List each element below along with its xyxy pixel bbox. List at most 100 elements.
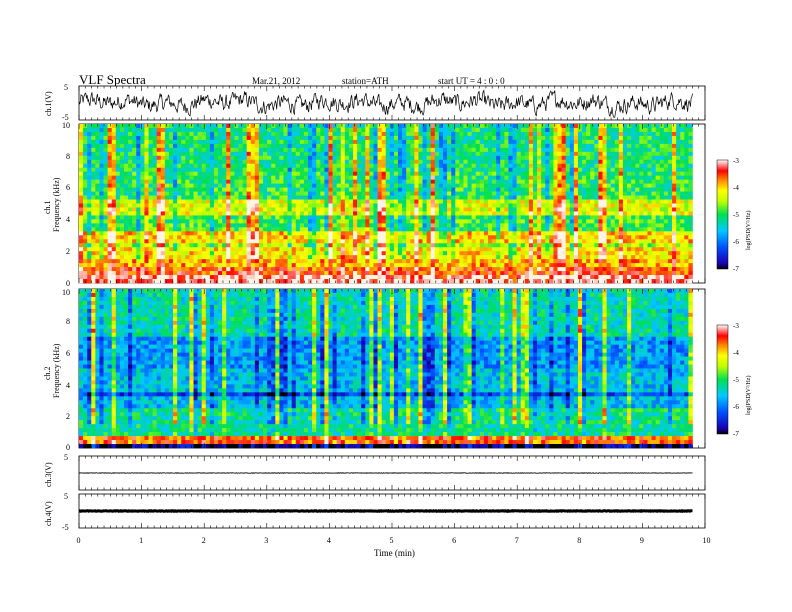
spec1-cell (128, 183, 133, 188)
spec1-cell (594, 219, 599, 224)
spec1-cell (447, 187, 452, 192)
spec1-cell (479, 163, 485, 169)
spec1-cell (524, 155, 530, 161)
spec1-cell (516, 124, 522, 129)
spec1-cell (463, 127, 468, 133)
spec1-cell (328, 231, 333, 236)
spec1-cell (389, 155, 395, 161)
spec1-cell (250, 151, 256, 157)
spec1-cell (140, 147, 145, 153)
spec1-cell (238, 219, 243, 224)
spec1-cell (688, 207, 693, 212)
spec1-cell (434, 175, 440, 180)
spec1-cell (598, 235, 603, 240)
spec1-cell (353, 147, 358, 153)
spec1-cell (577, 199, 583, 204)
spec1-cell (263, 191, 268, 196)
spec1-cell (688, 227, 693, 232)
spec1-cell (291, 127, 297, 133)
spec1-cell (455, 203, 460, 208)
spec1-cell (622, 191, 628, 196)
spec1-cell (156, 131, 162, 137)
spec1-cell (373, 227, 378, 232)
spec1-cell (565, 211, 571, 216)
spec1-cell (348, 139, 354, 145)
spec1-cell (238, 159, 243, 165)
spec1-cell (512, 223, 517, 228)
spec1-cell (549, 135, 554, 141)
spec1-cell (528, 187, 534, 192)
spec1-cell (373, 183, 378, 188)
spec1-cell (577, 163, 583, 169)
spec1-cell (622, 235, 628, 240)
spec1-cell (83, 151, 88, 157)
spec1-cell (643, 199, 648, 204)
spec1-cell (218, 203, 223, 208)
spec1-cell (385, 219, 391, 224)
spec1-cell (79, 203, 84, 208)
spec1-cell (160, 163, 166, 169)
spec1-cell (500, 207, 505, 212)
spec1-cell (357, 124, 362, 129)
spec1-cell (123, 243, 129, 248)
spec1-cell (95, 179, 100, 184)
spec1-cell (119, 179, 125, 184)
spec1-cell (663, 135, 669, 141)
spec1-cell (336, 187, 342, 192)
spec1-cell (631, 179, 636, 184)
spec1-cell (651, 243, 656, 248)
spec1-cell (144, 143, 149, 149)
spec1-cell (434, 207, 440, 212)
spec1-cell (111, 231, 117, 236)
spec1-cell (103, 183, 108, 188)
spec1-cell (160, 211, 166, 216)
spec1-cell (95, 191, 100, 196)
spec1-cell (103, 195, 108, 200)
spec1-cell (520, 139, 526, 145)
spec1-cell (156, 211, 162, 216)
spec1-cell (197, 231, 202, 236)
spec1-cell (230, 211, 235, 216)
spec1-cell (336, 179, 342, 184)
spec1-cell (238, 135, 243, 141)
spec1-cell (320, 235, 325, 240)
spec1-cell (312, 127, 317, 133)
spec1-cell (369, 187, 374, 192)
spec1-cell (418, 155, 423, 161)
spec1-cell (647, 211, 652, 216)
spec1-cell (541, 195, 546, 200)
spec1-cell (561, 159, 566, 165)
spec1-cell (582, 143, 587, 149)
spec1-cell (602, 223, 607, 228)
spec1-cell (377, 135, 382, 141)
spec1-cell (524, 167, 530, 172)
spec1-cell (328, 155, 333, 161)
spec1-cell (512, 163, 517, 169)
spec1-cell (422, 187, 427, 192)
spec1-cell (451, 163, 456, 169)
spec1-cell (140, 195, 145, 200)
spec1-cell (152, 143, 158, 149)
spec1-cell (132, 195, 137, 200)
spec1-cell (168, 235, 174, 240)
spec1-cell (573, 155, 579, 161)
spec1-cell (479, 167, 485, 172)
spec1-cell (111, 235, 117, 240)
spec1-cell (271, 171, 276, 176)
spec1-cell (348, 124, 354, 129)
spec1-cell (451, 167, 456, 172)
spec1-cell (590, 175, 595, 180)
spec1-cell (684, 171, 689, 176)
spec1-cell (177, 199, 182, 204)
spec1-cell (532, 163, 538, 169)
spec1-cell (496, 231, 501, 236)
spec1-cell (565, 175, 571, 180)
spec1-cell (185, 151, 190, 157)
spec1-cell (123, 183, 129, 188)
spec1-cell (373, 175, 378, 180)
spec1-cell (303, 179, 309, 184)
spec1-cell (83, 235, 88, 240)
spec1-cell (622, 175, 628, 180)
spec1-cell (467, 131, 472, 137)
spec1-cell (622, 171, 628, 176)
